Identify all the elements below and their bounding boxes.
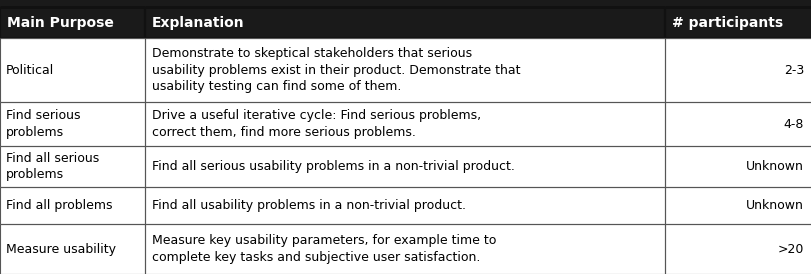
- Text: Measure usability: Measure usability: [6, 242, 116, 256]
- Bar: [664, 7, 811, 38]
- Bar: [664, 102, 811, 146]
- Text: Unknown: Unknown: [745, 199, 803, 212]
- Bar: [145, 224, 664, 274]
- Text: Main Purpose: Main Purpose: [7, 16, 114, 30]
- Bar: [0, 224, 145, 274]
- Text: >20: >20: [777, 242, 803, 256]
- Text: Find all serious
problems: Find all serious problems: [6, 152, 99, 181]
- Bar: [145, 187, 664, 224]
- Bar: [145, 7, 664, 38]
- Bar: [145, 146, 664, 187]
- Text: Find all usability problems in a non-trivial product.: Find all usability problems in a non-tri…: [152, 199, 466, 212]
- Text: 4-8: 4-8: [783, 118, 803, 130]
- Text: Drive a useful iterative cycle: Find serious problems,
correct them, find more s: Drive a useful iterative cycle: Find ser…: [152, 109, 481, 139]
- Text: Unknown: Unknown: [745, 160, 803, 173]
- Text: Find all problems: Find all problems: [6, 199, 113, 212]
- Bar: [0, 7, 145, 38]
- Bar: [0, 38, 145, 102]
- Bar: [664, 38, 811, 102]
- Bar: [664, 187, 811, 224]
- Bar: [0, 102, 145, 146]
- Bar: [0, 187, 145, 224]
- Text: Explanation: Explanation: [152, 16, 244, 30]
- Text: Measure key usability parameters, for example time to
complete key tasks and sub: Measure key usability parameters, for ex…: [152, 234, 496, 264]
- Bar: [664, 146, 811, 187]
- Bar: [0, 0, 811, 7]
- Bar: [664, 224, 811, 274]
- Text: # participants: # participants: [672, 16, 782, 30]
- Text: Find all serious usability problems in a non-trivial product.: Find all serious usability problems in a…: [152, 160, 514, 173]
- Text: Demonstrate to skeptical stakeholders that serious
usability problems exist in t: Demonstrate to skeptical stakeholders th…: [152, 47, 520, 93]
- Text: 2-3: 2-3: [783, 64, 803, 76]
- Text: Find serious
problems: Find serious problems: [6, 109, 80, 139]
- Bar: [145, 38, 664, 102]
- Text: Political: Political: [6, 64, 54, 76]
- Bar: [0, 146, 145, 187]
- Bar: [145, 102, 664, 146]
